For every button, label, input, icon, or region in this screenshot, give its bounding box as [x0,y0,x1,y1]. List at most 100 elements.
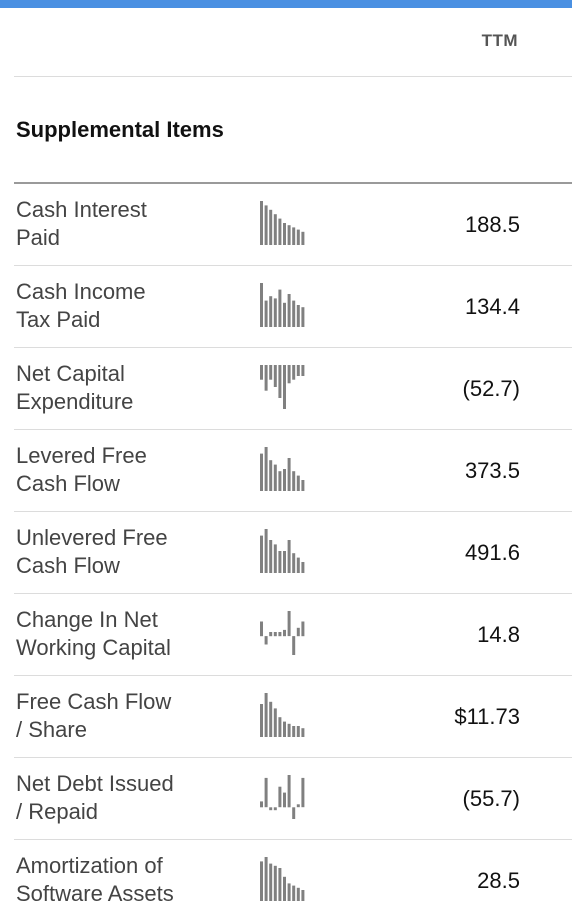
spark-bar [269,296,273,327]
spark-bar [264,205,268,245]
spark-bar [278,365,282,398]
spark-bar [269,209,273,245]
table-row[interactable]: Cash Interest Paid 188.5 [14,184,572,266]
spark-bar [269,540,273,573]
spark-bar [269,863,273,901]
row-label: Levered Free Cash Flow [16,442,246,498]
table-row[interactable]: Change In Net Working Capital 14.8 [14,594,572,676]
spark-bar [296,804,300,808]
spark-bar [283,792,286,808]
table-row[interactable]: Unlevered Free Cash Flow 491.6 [14,512,572,594]
spark-bar [273,214,277,245]
spark-bar [260,621,263,637]
row-label-line1: Change In Net [16,607,158,632]
row-label: Cash Income Tax Paid [16,278,246,334]
header-divider [14,76,572,77]
spark-bar [283,469,286,491]
row-label: Change In Net Working Capital [16,606,246,662]
sparkline-chart [260,447,305,491]
spark-bar [278,551,282,573]
row-label-line2: Software Assets [16,881,174,906]
spark-bar [269,460,273,491]
row-value: $11.73 [454,704,520,729]
row-label-line1: Amortization of [16,853,163,878]
spark-bar [292,471,296,491]
spark-bar [273,865,277,901]
spark-bar [273,807,277,811]
spark-bar [296,365,300,376]
supplemental-items-list: Cash Interest Paid 188.5 Cash Income Tax P… [0,184,572,921]
sparkline-chart [260,201,305,245]
spark-bar [283,365,286,409]
spark-bar [264,636,268,645]
spark-bar [283,629,286,637]
spark-bar [264,693,268,737]
row-label-line1: Net Capital [16,361,125,386]
spark-bar [260,365,263,380]
spark-bar [278,632,282,637]
spark-bar [287,775,291,808]
spark-bar [283,551,286,573]
table-row[interactable]: Net Debt Issued / Repaid (55.7) [14,758,572,840]
row-label-line2: / Share [16,717,87,742]
row-label-line2: Cash Flow [16,553,120,578]
spark-bar [292,300,296,327]
row-value: (55.7) [462,786,520,811]
spark-bar [292,365,296,380]
spark-bar [273,544,277,573]
table-row[interactable]: Amortization of Software Assets 28.5 [14,840,572,921]
spark-bar [296,557,300,573]
table-row[interactable]: Free Cash Flow / Share $11.73 [14,676,572,758]
row-label: Net Capital Expenditure [16,360,246,416]
spark-bar [264,529,268,573]
row-value: 134.4 [464,294,520,319]
spark-bar [296,627,300,637]
spark-bar [292,885,296,901]
spark-bar [278,471,282,491]
spark-bar [287,294,291,327]
spark-bar [292,726,296,737]
spark-bar [292,227,296,245]
spark-bar [269,365,273,380]
row-value: 491.6 [464,540,520,565]
spark-bar [278,289,282,327]
table-row[interactable]: Net Capital Expenditure (52.7) [14,348,572,430]
row-value: 14.8 [477,622,520,647]
spark-bar [260,535,263,573]
spark-bar [287,225,291,245]
row-label: Free Cash Flow / Share [16,688,246,744]
spark-bar [283,302,286,327]
row-label: Unlevered Free Cash Flow [16,524,246,580]
spark-bar [269,632,273,637]
row-label: Cash Interest Paid [16,196,246,252]
sparkline-chart [260,857,305,901]
spark-bar [287,611,291,637]
table-row[interactable]: Levered Free Cash Flow 373.5 [14,430,572,512]
row-label-line1: Cash Income [16,279,146,304]
spark-bar [287,540,291,573]
spark-bar [260,453,263,491]
spark-bar [301,562,305,573]
spark-bar [296,229,300,245]
spark-bar [264,777,268,808]
row-label-line2: Expenditure [16,389,134,414]
spark-bar [278,717,282,737]
spark-bar [292,807,296,819]
spark-bar [283,223,286,245]
spark-bar [273,298,277,327]
sparkline-chart [260,529,305,573]
row-label-line1: Free Cash Flow [16,689,172,714]
table-row[interactable]: Cash Income Tax Paid 134.4 [14,266,572,348]
spark-bar [278,786,282,808]
spark-bar [264,300,268,327]
row-label-line2: Working Capital [16,635,171,660]
spark-bar [264,365,268,391]
row-label-line2: Paid [16,225,61,250]
sparkline-chart [260,365,305,409]
sparkline-chart [260,283,305,327]
spark-bar [273,464,277,491]
spark-bar [301,307,305,327]
column-header-ttm[interactable]: TTM [481,31,518,50]
spark-bar [264,857,268,901]
section-title: Supplemental Items [16,117,224,142]
